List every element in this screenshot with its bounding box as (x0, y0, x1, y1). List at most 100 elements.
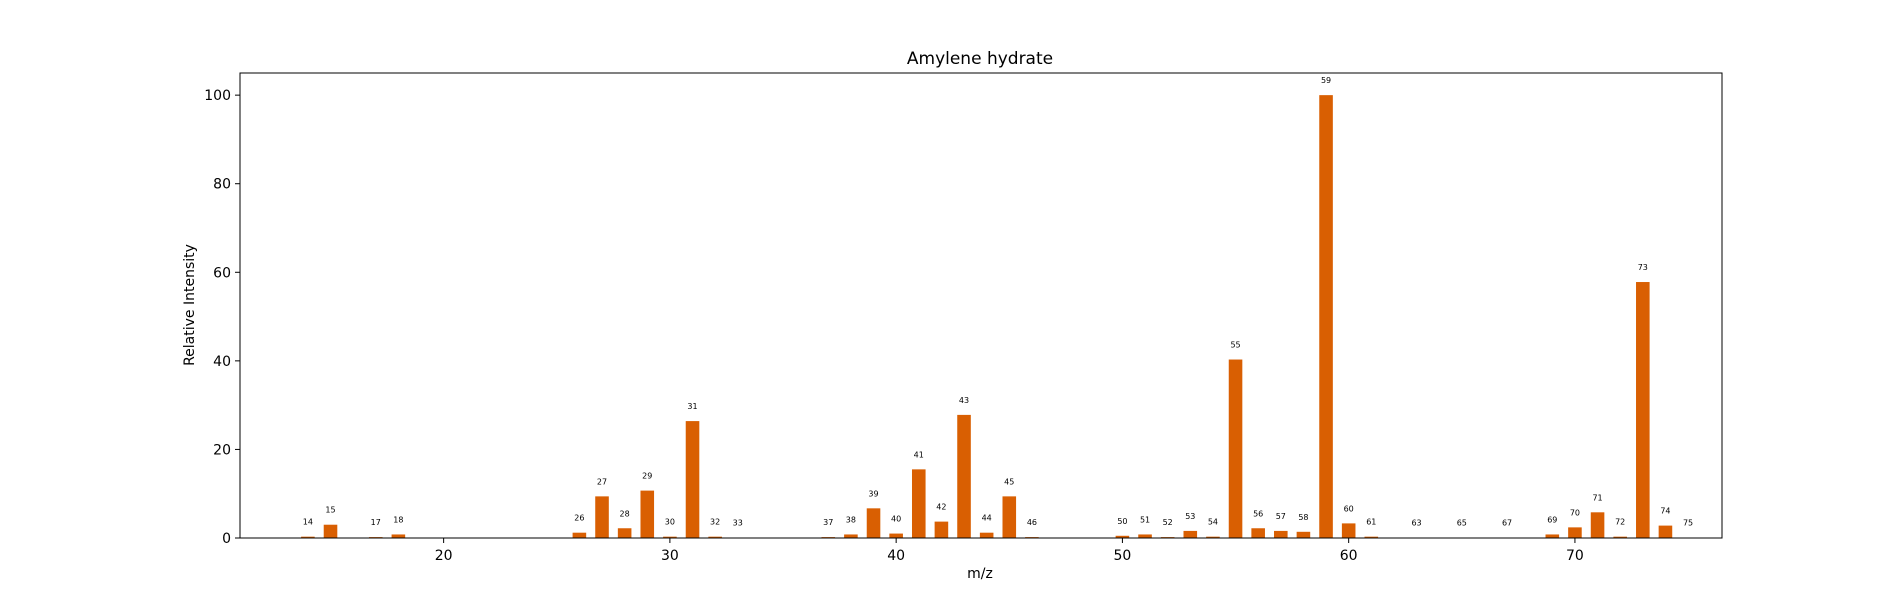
bar-label-mz-60: 60 (1344, 504, 1354, 513)
bar-mz-18 (391, 534, 406, 538)
bar-mz-69 (1545, 534, 1560, 538)
bar-label-mz-45: 45 (1004, 477, 1014, 486)
bar-mz-45 (1002, 496, 1017, 538)
bar-label-mz-50: 50 (1117, 517, 1127, 526)
bar-label-mz-41: 41 (914, 450, 924, 459)
bar-label-mz-28: 28 (620, 509, 630, 518)
bar-label-mz-40: 40 (891, 515, 901, 524)
bar-label-mz-67: 67 (1502, 519, 1512, 528)
bar-label-mz-39: 39 (868, 489, 878, 498)
y-tick-label-100: 100 (204, 88, 231, 104)
bar-mz-58 (1296, 531, 1311, 538)
bar-label-mz-57: 57 (1276, 512, 1286, 521)
bar-mz-43 (957, 414, 971, 538)
y-tick-label-60: 60 (213, 265, 231, 281)
bar-mz-14 (301, 536, 315, 538)
bar-label-mz-54: 54 (1208, 518, 1218, 527)
bar-mz-51 (1138, 534, 1152, 538)
bar-mz-59 (1319, 95, 1333, 538)
bar-mz-44 (979, 532, 994, 538)
x-tick-label-20: 20 (435, 548, 453, 564)
bar-label-mz-63: 63 (1411, 519, 1421, 528)
bar-label-mz-14: 14 (303, 518, 313, 527)
bar-mz-73 (1636, 282, 1650, 538)
bar-label-mz-37: 37 (823, 518, 833, 527)
bar-label-mz-61: 61 (1366, 518, 1376, 527)
bar-label-mz-55: 55 (1230, 341, 1240, 350)
bar-label-mz-74: 74 (1660, 507, 1670, 516)
y-tick-label-80: 80 (213, 177, 231, 193)
bar-mz-38 (844, 534, 858, 538)
bar-label-mz-53: 53 (1185, 512, 1195, 521)
bar-label-mz-42: 42 (936, 503, 946, 512)
bar-mz-71 (1590, 512, 1605, 538)
bar-label-mz-75: 75 (1683, 519, 1693, 528)
bar-mz-29 (640, 490, 655, 538)
bar-mz-55 (1228, 359, 1243, 538)
bar-label-mz-30: 30 (665, 518, 675, 527)
plot-frame (239, 72, 1723, 539)
bar-labels-group: 14 15 17 18 26 27 28 29 30 31 32 33 37 38 39 40 41 42 43 44… (303, 76, 1693, 527)
bar-mz-42 (934, 521, 949, 538)
x-tick-label-30: 30 (661, 548, 679, 564)
bar-label-mz-18: 18 (393, 515, 403, 524)
bar-mz-61 (1364, 536, 1379, 538)
bar-label-mz-31: 31 (687, 402, 697, 411)
bar-mz-57 (1274, 530, 1288, 538)
bar-mz-74 (1658, 525, 1673, 538)
bar-mz-41 (911, 469, 926, 538)
bar-mz-15 (323, 524, 338, 538)
bar-mz-60 (1341, 523, 1356, 538)
bar-label-mz-56: 56 (1253, 509, 1263, 518)
bar-mz-39 (866, 508, 881, 538)
bar-label-mz-65: 65 (1457, 519, 1467, 528)
bar-mz-30 (663, 536, 677, 538)
bar-label-mz-69: 69 (1547, 515, 1557, 524)
bar-label-mz-15: 15 (325, 506, 335, 515)
bar-mz-27 (595, 496, 609, 538)
y-axis-ticks: 0 20 40 60 80 100 (204, 88, 240, 547)
bar-label-mz-29: 29 (642, 472, 652, 481)
x-tick-label-60: 60 (1340, 548, 1358, 564)
bar-label-mz-59: 59 (1321, 76, 1331, 85)
bar-label-mz-33: 33 (733, 519, 743, 528)
bars-group (301, 95, 1695, 538)
bar-label-mz-32: 32 (710, 518, 720, 527)
y-tick-label-20: 20 (213, 442, 231, 458)
bar-mz-31 (685, 421, 700, 538)
bar-label-mz-73: 73 (1638, 263, 1648, 272)
bar-label-mz-71: 71 (1592, 493, 1602, 502)
bar-mz-54 (1206, 536, 1220, 538)
bar-mz-26 (572, 532, 587, 538)
y-axis-label: Relative Intensity (182, 244, 198, 366)
bar-label-mz-38: 38 (846, 515, 856, 524)
bar-mz-70 (1568, 527, 1582, 538)
bar-mz-53 (1183, 530, 1198, 538)
y-tick-label-40: 40 (213, 354, 231, 370)
bar-label-mz-58: 58 (1298, 513, 1308, 522)
x-tick-label-40: 40 (887, 548, 905, 564)
bar-label-mz-51: 51 (1140, 515, 1150, 524)
bar-label-mz-46: 46 (1027, 518, 1037, 527)
bar-label-mz-27: 27 (597, 477, 607, 486)
bar-label-mz-70: 70 (1570, 508, 1580, 517)
bar-label-mz-52: 52 (1163, 518, 1173, 527)
y-tick-label-0: 0 (222, 531, 231, 547)
bar-label-mz-72: 72 (1615, 518, 1625, 527)
bar-mz-50 (1115, 535, 1130, 538)
x-axis-label: m/z (967, 566, 993, 582)
x-tick-label-70: 70 (1566, 548, 1584, 564)
bar-label-mz-44: 44 (982, 514, 992, 523)
chart-title: Amylene hydrate (907, 49, 1053, 69)
bar-mz-72 (1613, 536, 1627, 538)
bar-mz-56 (1251, 528, 1265, 538)
bar-label-mz-26: 26 (574, 514, 584, 523)
bar-mz-28 (617, 528, 632, 538)
bar-mz-32 (708, 536, 722, 538)
bar-label-mz-17: 17 (371, 518, 381, 527)
x-axis-ticks: 20 30 40 50 60 70 (435, 538, 1584, 564)
bar-mz-40 (889, 533, 903, 538)
x-tick-label-50: 50 (1113, 548, 1131, 564)
bar-label-mz-43: 43 (959, 396, 969, 405)
